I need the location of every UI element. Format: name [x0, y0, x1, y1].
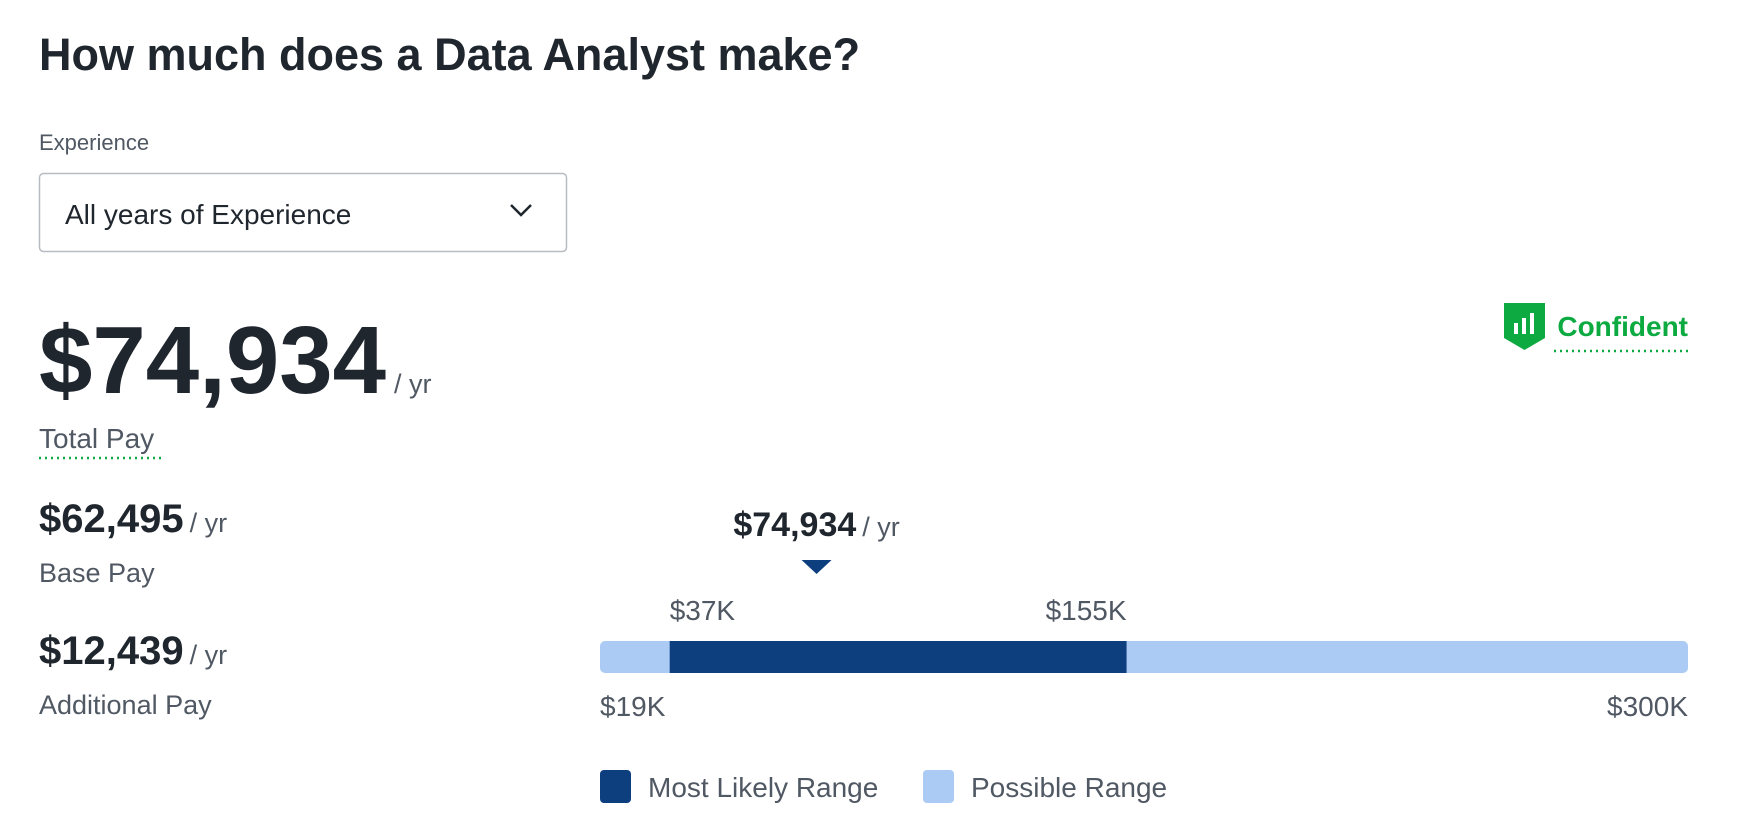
base-unit: / yr: [190, 508, 228, 538]
total-pay-label[interactable]: Total Pay: [39, 423, 154, 454]
median-amount: $74,934: [733, 506, 856, 544]
median-marker: [801, 560, 832, 574]
title: How much does a Data Analyst make?: [39, 29, 860, 80]
additional-unit: / yr: [190, 640, 228, 670]
icon-bar: [1530, 313, 1534, 334]
median-label: $74,934/ yr: [733, 506, 899, 544]
chevron[interactable]: [510, 204, 532, 217]
additional-pay-amount: $12,439/ yr: [39, 629, 227, 673]
legend-label: Most Likely Range: [648, 772, 878, 803]
filter-label: Experience: [39, 130, 149, 155]
min-label: $19K: [600, 691, 666, 722]
salary-range: $74,934/ yr $37K $155K $19K $300K Most Likely…: [600, 506, 1688, 803]
icon-bar: [1514, 323, 1518, 334]
dropdown-box[interactable]: [38, 172, 568, 253]
base-amount: $62,495: [39, 497, 184, 541]
likely-range-bar: [669, 641, 1127, 673]
legend-label: Possible Range: [971, 772, 1167, 803]
confidence-text[interactable]: Confident: [1557, 311, 1688, 342]
dropdown-value[interactable]: All years of Experience: [65, 199, 351, 230]
median-unit: / yr: [862, 512, 900, 542]
additional-pay-label: Additional Pay: [39, 690, 212, 720]
experience-dropdown[interactable]: All years of Experience: [38, 172, 568, 253]
base-pay-amount: $62,495/ yr: [39, 497, 227, 541]
legend-swatch: [600, 770, 631, 803]
legend-swatch: [923, 770, 954, 803]
base-pay-label: Base Pay: [39, 558, 155, 588]
likely-low-label: $37K: [670, 595, 736, 626]
icon-bar: [1522, 318, 1526, 334]
max-label: $300K: [1607, 691, 1688, 722]
total-amount: $74,934: [39, 307, 386, 414]
likely-high-label: $155K: [1046, 595, 1127, 626]
total-pay-amount: $74,934 / yr: [39, 307, 432, 414]
total-unit: / yr: [394, 369, 432, 399]
additional-amount: $12,439: [39, 629, 184, 673]
confidence-badge[interactable]: Confident: [1504, 303, 1688, 353]
